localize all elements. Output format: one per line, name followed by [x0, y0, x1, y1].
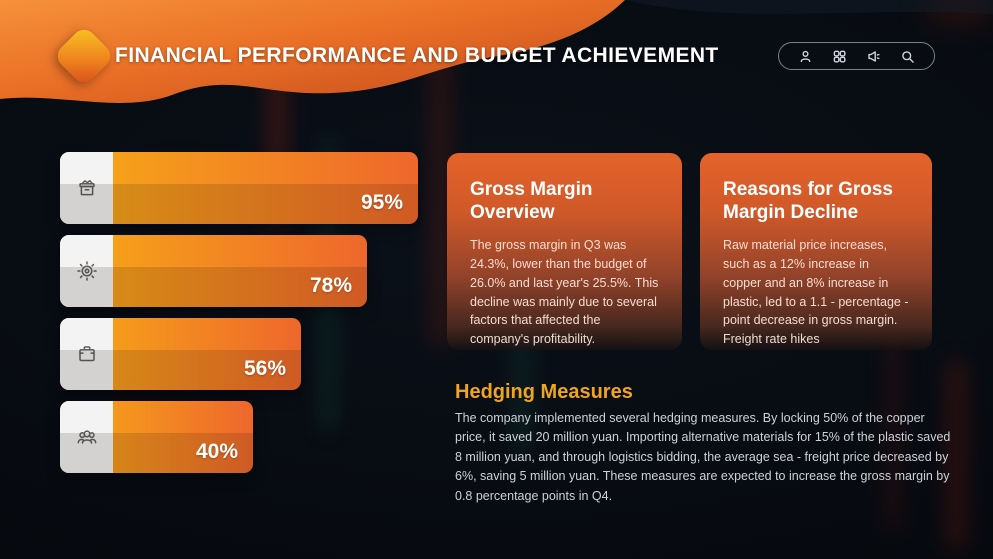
candle-streak	[948, 360, 964, 550]
search-icon[interactable]	[899, 48, 915, 64]
hedging-body: The company implemented several hedging …	[455, 411, 951, 503]
page-title: FINANCIAL PERFORMANCE AND BUDGET ACHIEVE…	[115, 44, 719, 67]
storage-box-icon	[60, 152, 113, 224]
toolbar	[778, 42, 935, 70]
bar-row: 56%	[60, 318, 301, 390]
bar-value: 95%	[360, 191, 403, 214]
card-body: The gross margin in Q3 was 24.3%, lower …	[470, 238, 659, 347]
card-gross-margin-decline: Reasons for Gross Margin Decline Raw mat…	[700, 153, 932, 350]
bar-value: 40%	[195, 440, 238, 463]
bar-value: 78%	[309, 274, 352, 297]
candle-streak	[432, 40, 448, 345]
bar-row: 95%	[60, 152, 418, 224]
card-title: Reasons for Gross Margin Decline	[723, 179, 893, 224]
team-icon	[60, 401, 113, 473]
user-icon[interactable]	[798, 48, 814, 64]
bar-row: 78%	[60, 235, 367, 307]
gear-icon	[60, 235, 113, 307]
bar-row: 40%	[60, 401, 253, 473]
card-gross-margin-overview: Gross Margin Overview The gross margin i…	[447, 153, 682, 350]
announcement-icon[interactable]	[865, 48, 881, 64]
card-title: Gross Margin Overview	[470, 179, 593, 224]
card-body: Raw material price increases, such as a …	[723, 238, 909, 347]
hedging-title: Hedging Measures	[455, 381, 633, 403]
header-wave	[0, 0, 993, 103]
candle-streak	[928, 0, 990, 24]
grid-icon[interactable]	[832, 48, 848, 64]
briefcase-icon	[60, 318, 113, 390]
candle-streak	[888, 330, 898, 530]
bar-value: 56%	[243, 357, 286, 380]
